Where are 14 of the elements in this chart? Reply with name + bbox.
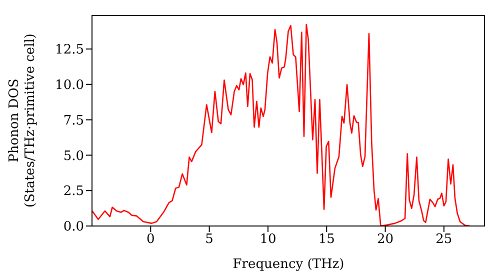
y-tick-label: 10.0 (55, 78, 84, 94)
x-tick-label: 15 (318, 232, 335, 248)
y-tick-label: 2.5 (63, 184, 84, 200)
y-tick-label: 7.5 (63, 113, 84, 128)
x-axis-title: Frequency (THz) (232, 257, 344, 272)
x-tick-label: 20 (377, 232, 394, 248)
y-tick-label: 5.0 (63, 148, 84, 164)
x-tick-label: 0 (146, 232, 155, 248)
y-axis-title: Phonon DOS (States/THz·primitive cell) (7, 33, 38, 208)
y-tick-label: 0.0 (63, 220, 84, 235)
y-tick-label: 12.5 (55, 42, 84, 58)
x-tick-label: 25 (436, 232, 452, 248)
x-tick-label: 5 (205, 232, 214, 248)
x-tick-label: 10 (260, 232, 276, 248)
